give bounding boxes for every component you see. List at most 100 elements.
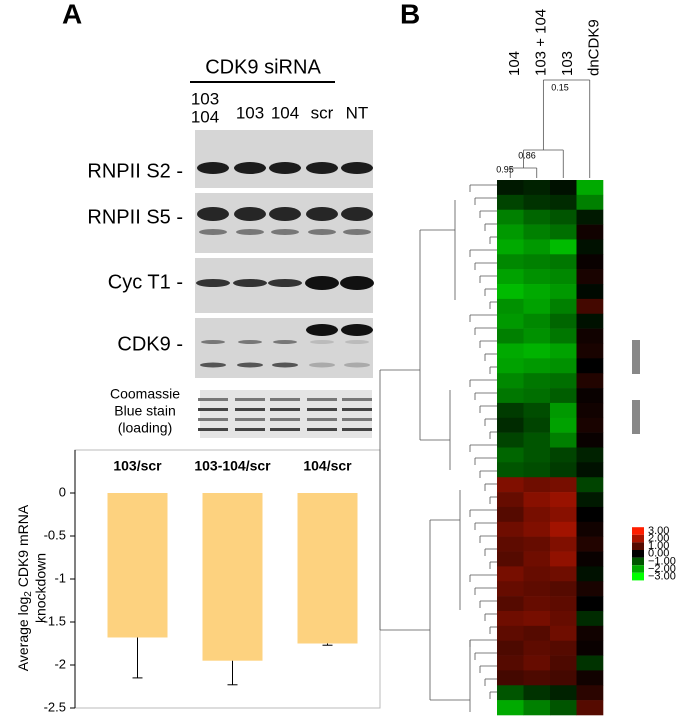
heat-cell bbox=[497, 343, 524, 359]
heat-cell bbox=[497, 506, 524, 523]
heat-cell bbox=[576, 417, 604, 433]
heat-cell bbox=[550, 477, 577, 493]
stain-band bbox=[270, 418, 300, 421]
blot bbox=[195, 130, 373, 188]
heat-cell bbox=[497, 610, 524, 627]
band bbox=[200, 362, 226, 368]
heat-cell bbox=[576, 581, 604, 597]
band bbox=[345, 340, 369, 344]
heat-cell bbox=[576, 506, 604, 523]
heat-cell bbox=[550, 298, 577, 315]
column-label: dnCDK9 bbox=[586, 19, 603, 76]
heat-cell bbox=[576, 492, 604, 508]
column-label: 104 bbox=[506, 51, 523, 76]
stain-band bbox=[198, 408, 228, 411]
heat-cell bbox=[497, 328, 524, 344]
node-label: 0.86 bbox=[518, 150, 536, 160]
heat-cell bbox=[523, 373, 551, 389]
heat-cell bbox=[576, 373, 604, 389]
band bbox=[273, 340, 297, 344]
heat-cell bbox=[576, 180, 604, 196]
stain-band bbox=[307, 398, 337, 401]
heat-cell bbox=[523, 194, 551, 211]
band bbox=[201, 340, 225, 344]
band bbox=[237, 362, 263, 368]
heat-cell bbox=[523, 655, 551, 671]
stain-band bbox=[235, 418, 265, 421]
heat-cell bbox=[550, 625, 577, 641]
heat-cell bbox=[576, 670, 604, 686]
heat-cell bbox=[497, 388, 524, 404]
colorbar-label: −2.00 bbox=[648, 563, 676, 575]
heat-cell bbox=[550, 536, 577, 552]
y-axis-label: Average log2 CDK9 mRNA bbox=[15, 504, 34, 671]
stain-band bbox=[270, 428, 300, 431]
heat-cell bbox=[576, 254, 604, 270]
heat-cell bbox=[523, 328, 551, 344]
band bbox=[268, 279, 302, 287]
loading-label: Blue stain bbox=[114, 403, 175, 419]
heat-cell bbox=[576, 685, 604, 701]
y-tick-label: -2.5 bbox=[44, 699, 66, 714]
label-part: 2 bbox=[23, 591, 34, 597]
heat-cell bbox=[523, 284, 551, 300]
heat-cell bbox=[576, 566, 604, 582]
heat-cell bbox=[497, 180, 524, 196]
heat-cell bbox=[497, 373, 524, 389]
stain-band bbox=[307, 408, 337, 411]
heat-cell bbox=[523, 506, 551, 523]
stain-band bbox=[342, 398, 372, 401]
heat-cell bbox=[576, 536, 604, 552]
stain-band bbox=[307, 428, 337, 431]
band bbox=[341, 324, 373, 336]
heat-cell bbox=[576, 358, 604, 374]
heat-cell bbox=[576, 655, 604, 671]
heat-cell bbox=[550, 269, 577, 285]
heat-cell bbox=[550, 640, 577, 656]
heat-cell bbox=[550, 551, 577, 567]
heat-cell bbox=[523, 596, 551, 612]
heat-cell bbox=[523, 581, 551, 597]
heat-cell bbox=[523, 521, 551, 537]
marker-bar bbox=[632, 400, 640, 434]
colorbar-label: 2.00 bbox=[648, 533, 669, 545]
heat-cell bbox=[497, 596, 524, 612]
heat-cell bbox=[497, 313, 524, 329]
heat-cell bbox=[576, 447, 604, 463]
heat-cell bbox=[523, 417, 551, 433]
heat-cell bbox=[497, 298, 524, 315]
band bbox=[308, 229, 336, 235]
heat-cell bbox=[550, 521, 577, 537]
heat-cell bbox=[550, 447, 577, 463]
heat-cell bbox=[550, 506, 577, 523]
heat-cell bbox=[550, 180, 577, 196]
lane-label: 104 bbox=[271, 103, 299, 122]
colorbar-label: −1.00 bbox=[648, 555, 676, 567]
band bbox=[310, 340, 334, 344]
heat-cell bbox=[576, 551, 604, 567]
heat-cell bbox=[576, 402, 604, 419]
blots bbox=[195, 130, 374, 438]
heat-cell bbox=[576, 700, 604, 716]
heat-cell bbox=[550, 284, 577, 300]
band bbox=[269, 207, 301, 221]
heat-cell bbox=[550, 700, 577, 716]
heat-cell bbox=[497, 625, 524, 641]
y-tick-label: -1 bbox=[54, 570, 66, 585]
heat-cell bbox=[497, 477, 524, 493]
heat-cell bbox=[550, 373, 577, 389]
heat-cell bbox=[576, 625, 604, 641]
heat-cell bbox=[497, 566, 524, 582]
stain-band bbox=[198, 428, 228, 431]
heat-cell bbox=[497, 670, 524, 686]
y-tick-label: -0.5 bbox=[44, 527, 66, 542]
heat-cell bbox=[550, 313, 577, 329]
colorbar-cell bbox=[632, 572, 644, 581]
heat-cell bbox=[550, 358, 577, 374]
colorbar-label: 1.00 bbox=[648, 540, 669, 552]
heat-cell bbox=[523, 432, 551, 448]
colorbar-label: 0.00 bbox=[648, 548, 669, 560]
column-label: 103 bbox=[559, 51, 576, 76]
heat-cell bbox=[523, 388, 551, 404]
